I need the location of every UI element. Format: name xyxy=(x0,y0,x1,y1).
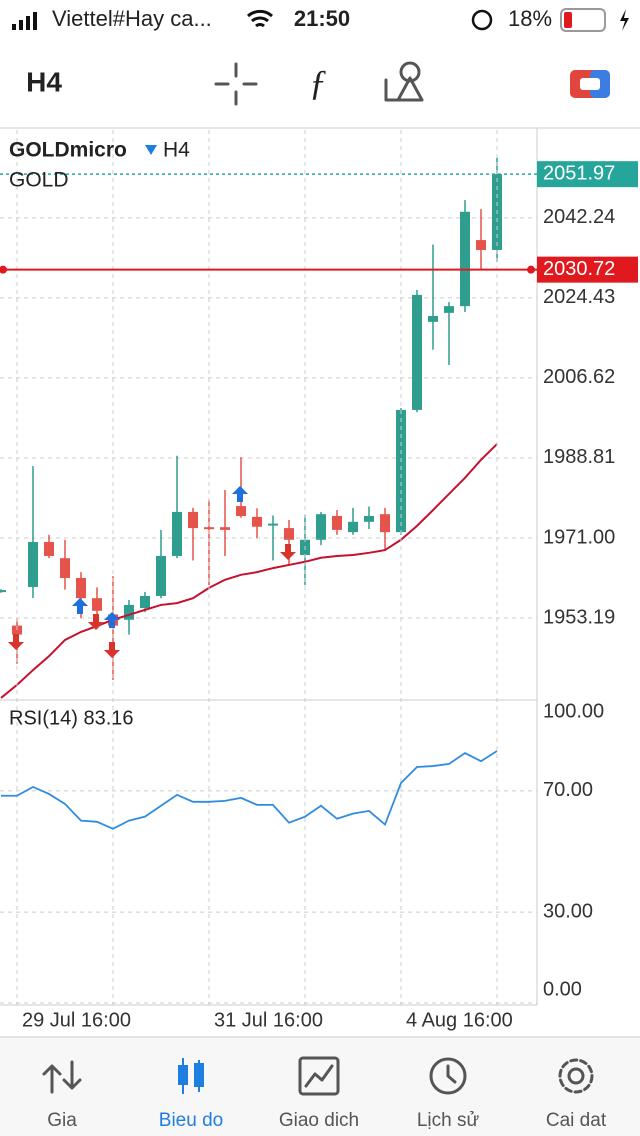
symbol-dropdown-icon[interactable] xyxy=(145,145,157,155)
rsi-line xyxy=(1,750,498,830)
tab-label[interactable]: Cai dat xyxy=(546,1110,607,1131)
y-tick-label: 70.00 xyxy=(543,779,593,801)
objects-button[interactable] xyxy=(384,61,424,102)
clock: 21:50 xyxy=(294,6,350,31)
candle-body xyxy=(316,514,326,540)
y-tick-label: 2006.62 xyxy=(543,366,615,388)
candle-body xyxy=(188,511,198,529)
alert-handle xyxy=(0,265,7,274)
candle-body xyxy=(268,523,278,526)
candle-body xyxy=(332,515,342,530)
candle-body xyxy=(348,521,358,533)
tab-label[interactable]: Bieu do xyxy=(159,1110,223,1131)
price-panel xyxy=(0,157,537,699)
indicators-button[interactable]: ƒ xyxy=(309,62,327,102)
candle-body xyxy=(156,555,166,596)
timeframe-button[interactable]: H4 xyxy=(26,66,62,97)
bid-label-box xyxy=(537,161,638,188)
candle-body xyxy=(140,595,150,609)
x-tick-label: 29 Jul 16:00 xyxy=(22,1009,131,1031)
y-tick-label: 1988.81 xyxy=(543,446,615,468)
symbol-description: GOLD xyxy=(9,169,69,192)
tab-labels: Gia Bieu do Giao dich Lịch sử Cai dat xyxy=(47,1110,607,1131)
tab-label[interactable]: Giao dich xyxy=(279,1110,359,1131)
y-tick-label: 2024.43 xyxy=(543,286,615,308)
signal-arrows xyxy=(8,486,296,658)
settings-icon[interactable] xyxy=(558,1058,594,1094)
battery-level: 18% xyxy=(508,6,552,31)
lock-icon xyxy=(471,9,493,31)
candle-body xyxy=(460,211,470,307)
y-tick-label: 1971.00 xyxy=(543,526,615,548)
chart-icon[interactable] xyxy=(178,1058,204,1094)
plot-layer: 29 Jul 16:00 31 Jul 16:00 4 Aug 16:00 1953.… xyxy=(0,130,638,1031)
y-tick-label: 30.00 xyxy=(543,900,593,922)
chart-timeframe: H4 xyxy=(163,139,190,162)
candle-body xyxy=(60,558,70,578)
signal-icon xyxy=(12,12,37,30)
battery-icon xyxy=(560,8,629,32)
wifi-icon xyxy=(247,9,273,28)
candle-body xyxy=(204,527,214,530)
trade-button[interactable] xyxy=(570,70,610,98)
y-tick-label: 2042.24 xyxy=(543,206,615,228)
bid-label: 2051.97 xyxy=(543,162,615,184)
candle-body xyxy=(236,506,246,516)
alert-label-box xyxy=(537,256,638,283)
candle-body xyxy=(92,598,102,611)
y-tick-label: 1953.19 xyxy=(543,606,615,628)
x-tick-label: 31 Jul 16:00 xyxy=(214,1009,323,1031)
candle-body xyxy=(172,511,182,556)
candle-body xyxy=(220,527,230,530)
y-tick-label: 100.00 xyxy=(543,700,604,722)
candle-body xyxy=(124,604,134,620)
tab-label[interactable]: Gia xyxy=(47,1110,77,1131)
candle-body xyxy=(364,515,374,522)
candle-body xyxy=(76,577,86,599)
candle-body xyxy=(444,306,454,313)
candle-body xyxy=(28,542,38,587)
candle-body xyxy=(396,409,406,533)
symbol[interactable]: GOLDmicro xyxy=(9,139,127,162)
carrier: Viettel#Hay ca... xyxy=(52,6,212,31)
candle-body xyxy=(12,625,22,635)
trade-icon[interactable] xyxy=(298,1056,340,1096)
candle-body xyxy=(476,240,486,250)
history-icon[interactable] xyxy=(429,1057,467,1095)
tab-bar xyxy=(0,1037,640,1136)
candle-body xyxy=(380,514,390,533)
candle-body xyxy=(0,590,6,593)
candle-body xyxy=(252,516,262,527)
candle-body xyxy=(284,528,294,540)
alert-handle xyxy=(527,265,535,274)
crosshair-button[interactable] xyxy=(214,62,258,106)
candle-body xyxy=(44,542,54,556)
y-tick-label: 0.00 xyxy=(543,978,582,1000)
rsi-title: RSI(14) 83.16 xyxy=(9,707,134,729)
candle-body xyxy=(428,316,438,322)
candle-body xyxy=(412,294,422,410)
quotes-icon[interactable] xyxy=(42,1060,82,1094)
moving-average xyxy=(0,443,498,699)
tab-label[interactable]: Lịch sử xyxy=(417,1110,480,1131)
x-tick-label: 4 Aug 16:00 xyxy=(406,1009,513,1031)
alert-label: 2030.72 xyxy=(543,258,615,280)
